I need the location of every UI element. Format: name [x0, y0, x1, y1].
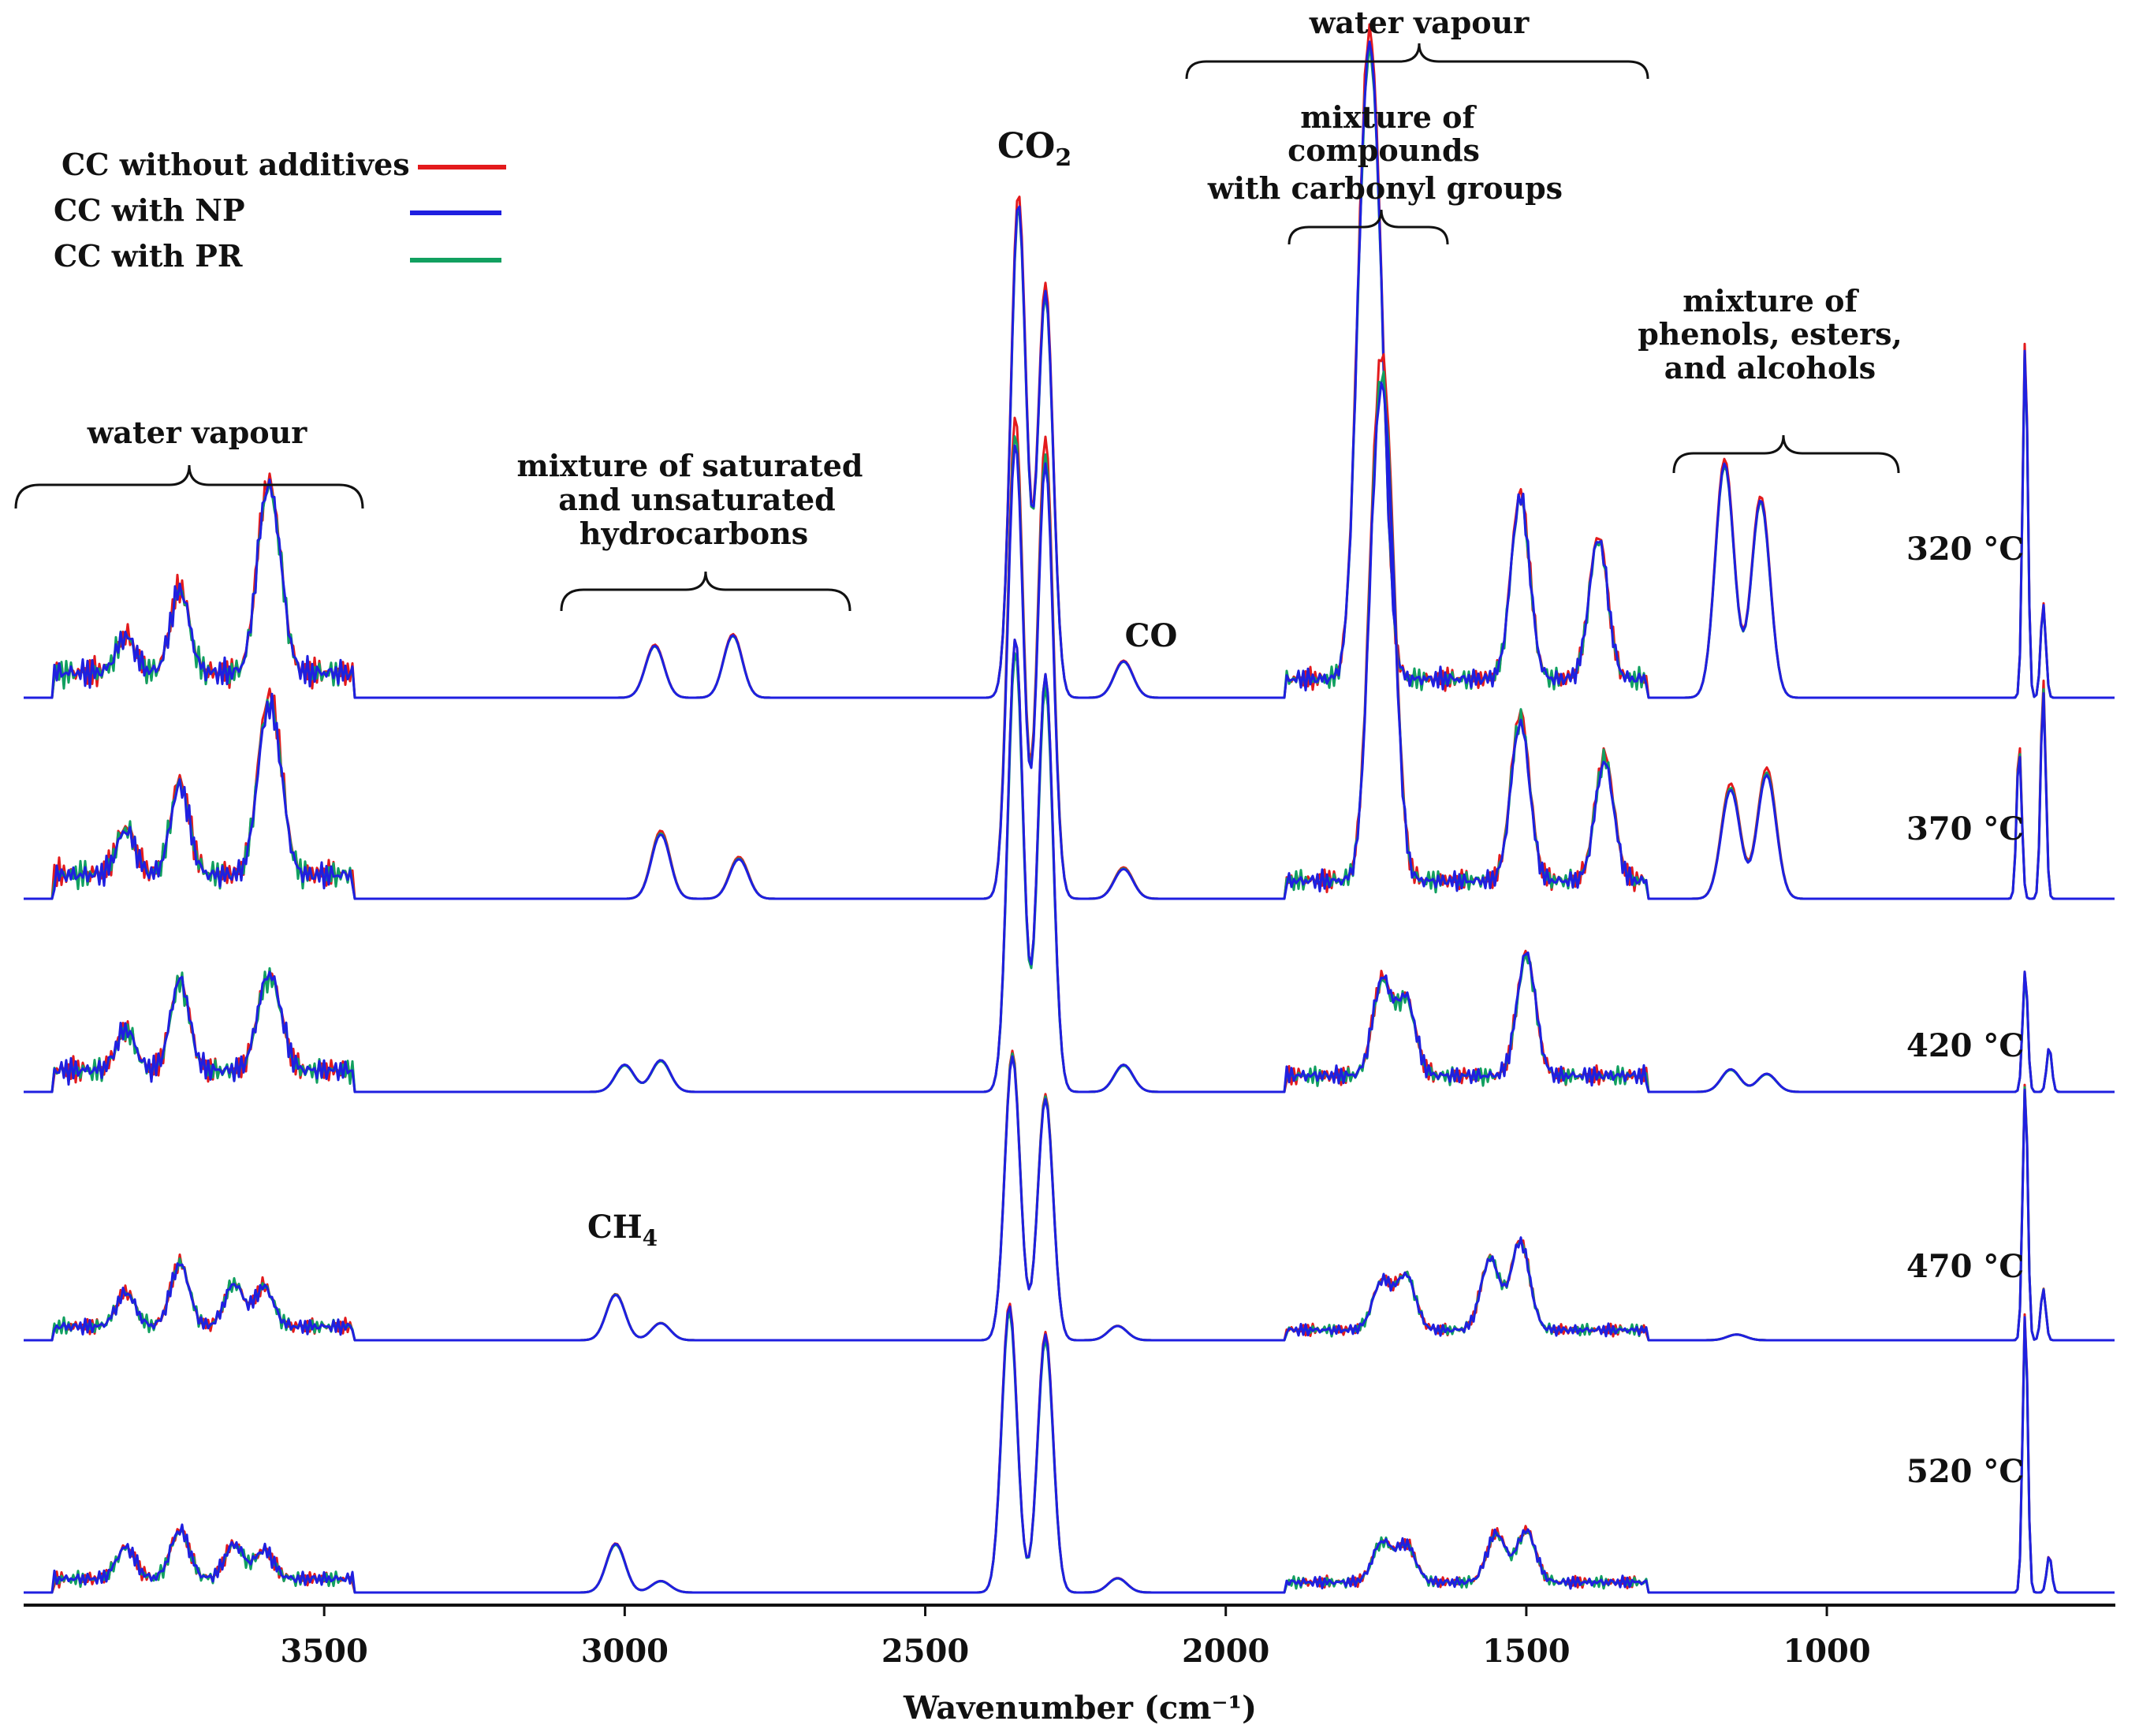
trace-np-470: [24, 1055, 2115, 1342]
legend: CC without additives CC with NP CC with …: [54, 147, 506, 274]
co2-main: CO: [997, 126, 1055, 166]
trace-np-520: [24, 1305, 2115, 1594]
temperature-labels: 320 °C 370 °C 420 °C 470 °C 520 °C: [1906, 531, 2024, 1490]
trace-group-520: [24, 1302, 2115, 1594]
annotation-braces: [14, 43, 1900, 612]
x-tick-label-1000: 1000: [1783, 1633, 1870, 1670]
trace-np-320: [24, 40, 2115, 699]
trace-np-420: [24, 639, 2115, 1093]
ch4-main: CH: [587, 1209, 643, 1246]
brace-carbonyl: [1287, 209, 1449, 245]
trace-np-370: [24, 382, 2115, 900]
label-co2: CO2: [997, 126, 1071, 172]
x-axis-title: Wavenumber (cm⁻¹): [903, 1689, 1257, 1727]
x-tick-label-2500: 2500: [881, 1633, 969, 1670]
ch4-subscript: 4: [643, 1225, 658, 1251]
brace-phenols: [1672, 434, 1900, 474]
temp-label-470: 470 °C: [1906, 1248, 2024, 1285]
temp-label-520: 520 °C: [1906, 1453, 2024, 1490]
brace-hydrocarbons: [560, 571, 852, 612]
label-hydrocarbons-line2: and unsaturated: [558, 482, 835, 517]
x-tick-label-1500: 1500: [1482, 1633, 1570, 1670]
label-hydrocarbons-line3: hydrocarbons: [579, 516, 808, 551]
label-ch4: CH4: [587, 1209, 658, 1251]
trace-group-470: [24, 1049, 2115, 1342]
label-hydrocarbons-line1: mixture of saturated: [517, 448, 863, 483]
brace-water-right: [1185, 43, 1649, 80]
x-tick-label-3500: 3500: [281, 1633, 368, 1670]
temp-label-420: 420 °C: [1906, 1027, 2024, 1064]
label-water-vapour-right: water vapour: [1309, 5, 1530, 40]
trace-group-320: [24, 23, 2115, 699]
label-co: CO: [1125, 617, 1178, 654]
co2-subscript: 2: [1055, 144, 1071, 172]
label-phenols-line3: and alcohols: [1664, 350, 1876, 386]
temp-label-320: 320 °C: [1906, 531, 2024, 568]
annotations: water vapour mixture of saturated and un…: [87, 5, 1902, 1251]
x-tick-label-2000: 2000: [1182, 1633, 1269, 1670]
label-phenols-line1: mixture of: [1683, 283, 1859, 319]
legend-label-without-additives: CC without additives: [61, 147, 410, 182]
temp-label-370: 370 °C: [1906, 810, 2024, 848]
legend-label-pr: CC with PR: [54, 238, 243, 274]
label-carbonyl-line1: mixture of: [1300, 99, 1477, 135]
legend-label-np: CC with NP: [54, 192, 245, 228]
brace-water-left: [14, 464, 364, 509]
label-carbonyl-line2: compounds: [1287, 132, 1480, 168]
label-carbonyl-line3: with carbonyl groups: [1207, 170, 1563, 206]
trace-group-420: [24, 639, 2115, 1093]
x-axis-ticks: 3500 3000 2500 2000 1500 1000: [281, 1605, 1871, 1670]
label-water-vapour-left: water vapour: [87, 415, 308, 450]
spectra-traces: [24, 23, 2115, 1594]
x-tick-label-3000: 3000: [581, 1633, 669, 1670]
label-phenols-line2: phenols, esters,: [1638, 316, 1902, 352]
trace-group-370: [24, 353, 2115, 900]
